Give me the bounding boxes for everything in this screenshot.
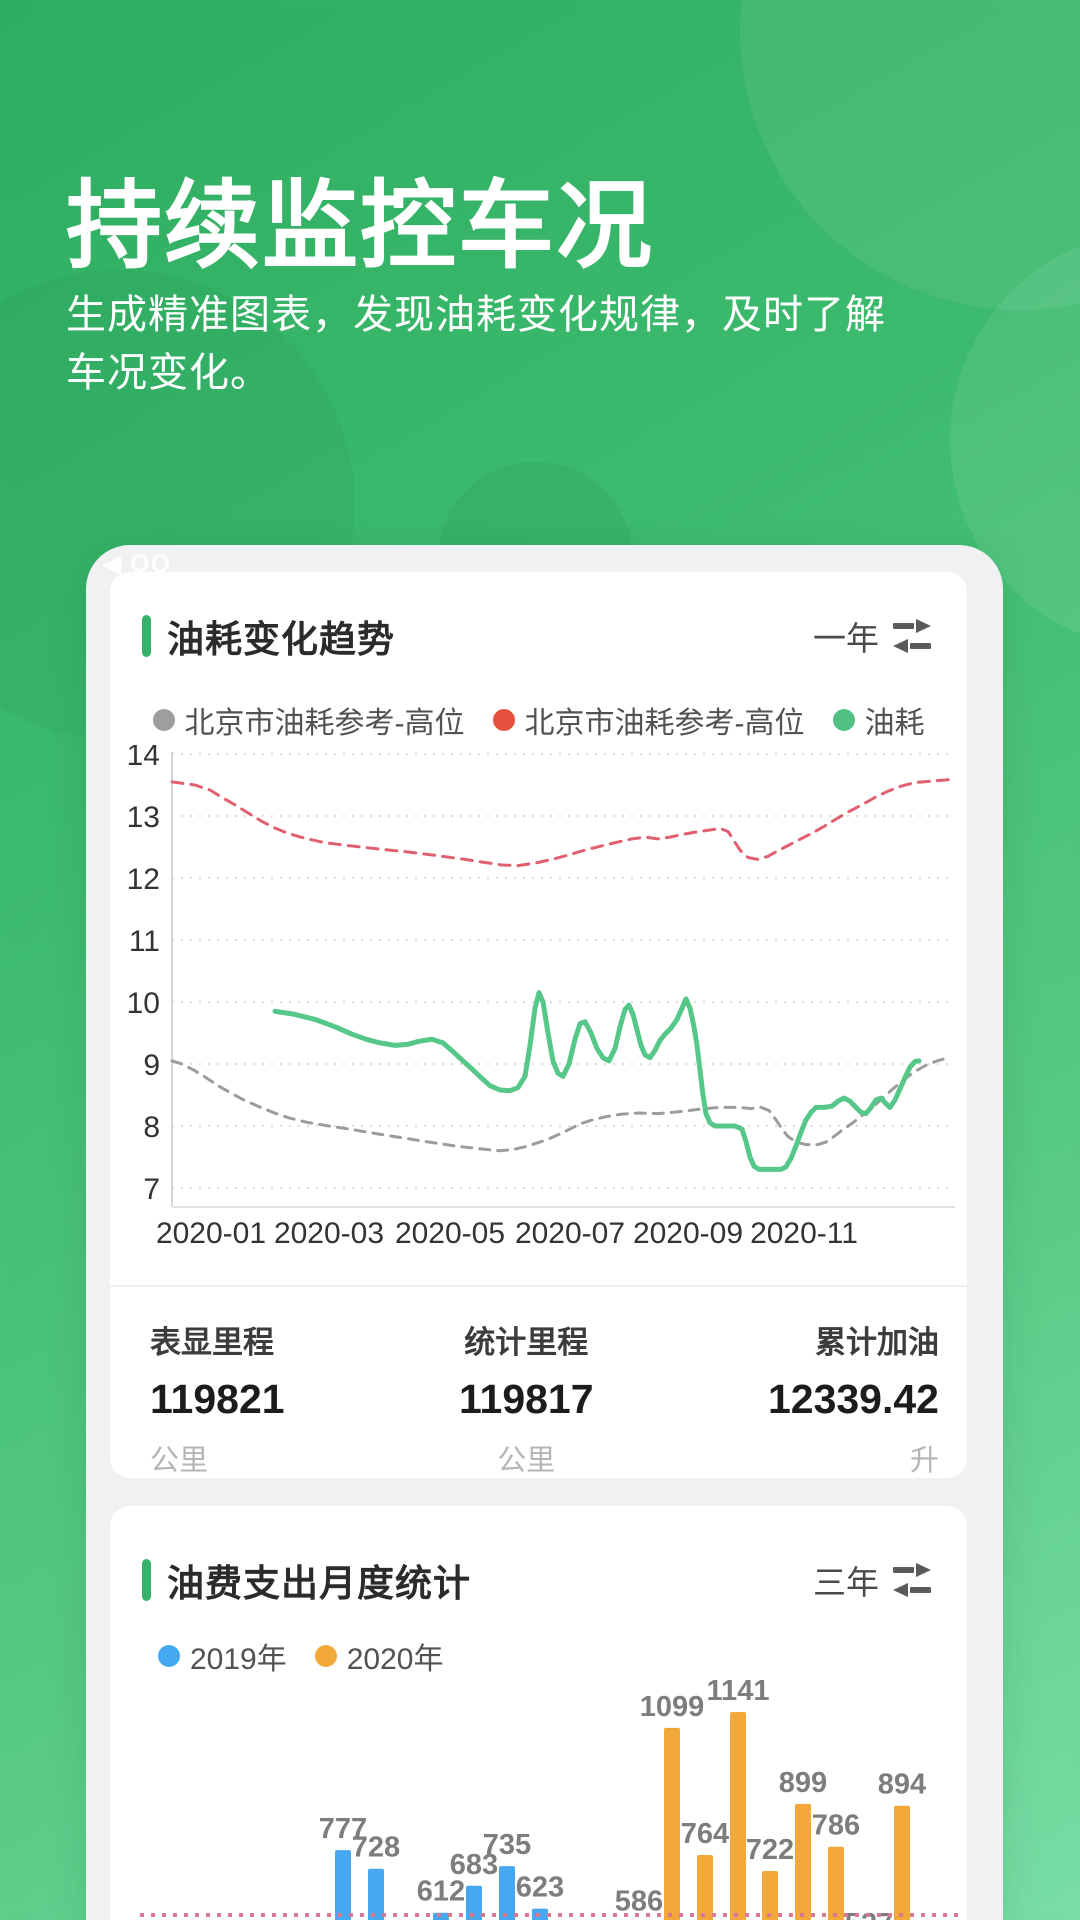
svg-text:764: 764 bbox=[681, 1818, 729, 1850]
legend-item[interactable]: 北京市油耗参考-高位 bbox=[492, 698, 805, 742]
fuel-trend-card-header: 油耗变化趋势 一年 bbox=[110, 608, 967, 664]
legend-item[interactable]: 北京市油耗参考-高位 bbox=[152, 698, 465, 742]
page-title: 持续监控车况 bbox=[66, 173, 654, 280]
trend-range-selector[interactable]: 一年 bbox=[813, 612, 931, 660]
swap-arrows-icon[interactable] bbox=[893, 1563, 931, 1598]
stat-total-fuel: 累计加油 12339.42 升 bbox=[768, 1317, 939, 1479]
legend-dot-icon bbox=[152, 709, 175, 731]
fuel-trend-card: 油耗变化趋势 一年 北京市油耗参考-高位 北京市油耗参考-高位 油耗 14 13 12 1… bbox=[110, 572, 967, 1478]
svg-text:8: 8 bbox=[143, 1111, 160, 1144]
stat-unit: 升 bbox=[909, 1445, 939, 1477]
stat-unit: 公里 bbox=[150, 1445, 209, 1477]
svg-text:786: 786 bbox=[812, 1810, 860, 1842]
cost-chart-legend: 2019年 2020年 bbox=[158, 1634, 444, 1678]
legend-item[interactable]: 2019年 bbox=[158, 1634, 287, 1678]
svg-text:2020-01: 2020-01 bbox=[156, 1217, 266, 1250]
svg-text:683: 683 bbox=[450, 1849, 498, 1881]
svg-text:1141: 1141 bbox=[707, 1678, 770, 1707]
legend-dot-icon bbox=[832, 709, 855, 731]
svg-text:722: 722 bbox=[746, 1834, 794, 1866]
fuel-cost-card: 油费支出月度统计 三年 2019年 2020年 777 728 612 683 735 62… bbox=[110, 1506, 967, 1920]
svg-text:1099: 1099 bbox=[640, 1691, 705, 1723]
accent-bar-icon bbox=[142, 615, 151, 657]
legend-dot-icon bbox=[314, 1645, 337, 1667]
cost-range-label[interactable]: 三年 bbox=[813, 1564, 879, 1601]
fuel-trend-line-chart: 14 13 12 11 10 9 8 7 2020-01 2020-03 2020-05 2020-0… bbox=[127, 745, 957, 1250]
legend-item[interactable]: 油耗 bbox=[832, 698, 925, 742]
svg-text:728: 728 bbox=[352, 1832, 400, 1864]
legend-dot-icon bbox=[158, 1645, 180, 1667]
svg-text:586: 586 bbox=[615, 1886, 663, 1918]
phone-mockup: ◀ QQ 油耗变化趋势 一年 北京市油耗参考-高位 北京市油耗参考-高位 油耗 14… bbox=[86, 545, 1003, 1920]
legend-dot-icon bbox=[492, 709, 515, 731]
app-screen: 油耗变化趋势 一年 北京市油耗参考-高位 北京市油耗参考-高位 油耗 14 13 12 1… bbox=[110, 572, 967, 1920]
svg-text:612: 612 bbox=[417, 1876, 465, 1908]
legend-label: 2019年 bbox=[190, 1643, 287, 1676]
fuel-cost-card-header: 油费支出月度统计 三年 bbox=[110, 1552, 967, 1608]
stat-value: 119817 bbox=[458, 1376, 594, 1422]
stat-label: 统计里程 bbox=[464, 1325, 589, 1360]
svg-text:623: 623 bbox=[516, 1872, 564, 1904]
fuel-trend-card-title: 油耗变化趋势 bbox=[167, 619, 395, 660]
accent-bar-icon bbox=[142, 1559, 151, 1601]
svg-text:894: 894 bbox=[878, 1769, 926, 1801]
stat-odometer: 表显里程 119821 公里 bbox=[150, 1317, 285, 1479]
svg-text:9: 9 bbox=[143, 1049, 160, 1082]
stat-value: 119821 bbox=[150, 1376, 285, 1422]
svg-text:2020-05: 2020-05 bbox=[395, 1217, 505, 1250]
svg-text:13: 13 bbox=[127, 801, 160, 834]
svg-text:11: 11 bbox=[129, 925, 160, 958]
cost-range-selector[interactable]: 三年 bbox=[813, 1556, 931, 1604]
fuel-cost-card-title: 油费支出月度统计 bbox=[167, 1563, 471, 1604]
stat-label: 累计加油 bbox=[814, 1325, 939, 1360]
swap-arrows-icon[interactable] bbox=[893, 619, 931, 654]
svg-text:12: 12 bbox=[127, 863, 160, 896]
page-subtitle: 生成精准图表，发现油耗变化规律，及时了解车况变化。 bbox=[66, 293, 886, 395]
stat-tracked-mileage: 统计里程 119817 公里 bbox=[459, 1317, 594, 1479]
svg-text:2020-09: 2020-09 bbox=[633, 1217, 743, 1250]
legend-label: 油耗 bbox=[864, 707, 925, 740]
svg-text:777: 777 bbox=[319, 1813, 367, 1845]
svg-text:899: 899 bbox=[779, 1767, 827, 1799]
trend-chart-legend: 北京市油耗参考-高位 北京市油耗参考-高位 油耗 bbox=[110, 698, 967, 742]
svg-text:2020-03: 2020-03 bbox=[274, 1217, 384, 1250]
stat-value: 12339.42 bbox=[767, 1376, 939, 1422]
mileage-stats-row: 表显里程 119821 公里 统计里程 119817 公里 累计加油 12339… bbox=[110, 1285, 967, 1479]
svg-text:2020-11: 2020-11 bbox=[750, 1217, 858, 1250]
svg-text:2020-07: 2020-07 bbox=[515, 1217, 625, 1250]
svg-text:7: 7 bbox=[143, 1173, 160, 1206]
trend-range-label[interactable]: 一年 bbox=[813, 620, 879, 657]
legend-label: 北京市油耗参考-高位 bbox=[184, 707, 465, 740]
svg-text:10: 10 bbox=[127, 987, 160, 1020]
legend-item[interactable]: 2020年 bbox=[314, 1634, 444, 1678]
stat-label: 表显里程 bbox=[150, 1325, 274, 1360]
background-circle-decoration bbox=[740, 0, 1080, 310]
svg-text:14: 14 bbox=[127, 745, 160, 772]
legend-label: 北京市油耗参考-高位 bbox=[524, 707, 805, 740]
svg-text:735: 735 bbox=[483, 1829, 531, 1861]
legend-label: 2020年 bbox=[346, 1643, 444, 1676]
stat-unit: 公里 bbox=[497, 1445, 556, 1477]
